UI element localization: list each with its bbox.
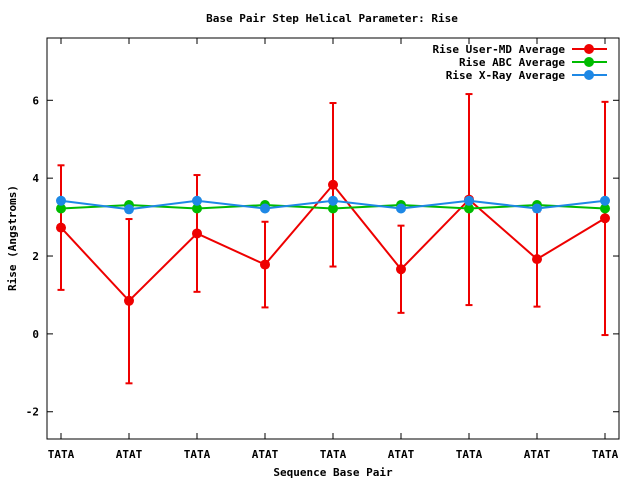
y-axis-label: Rise (Angstroms) [6,185,19,291]
legend-marker [584,57,594,67]
y-tick-label: -2 [26,406,39,419]
data-point [192,203,202,214]
x-tick-label: TATA [592,448,619,461]
legend-label: Rise X-Ray Average [446,69,566,82]
series-group [56,195,610,215]
data-point [396,264,406,275]
data-point [600,203,610,214]
data-point [328,203,338,214]
legend-marker [584,44,594,54]
data-point [56,195,66,206]
x-tick-label: ATAT [524,448,551,461]
data-point [600,213,610,224]
chart-title: Base Pair Step Helical Parameter: Rise [206,12,458,25]
data-point [464,203,474,214]
x-tick-label: TATA [320,448,347,461]
x-tick-label: ATAT [388,448,415,461]
data-point [56,203,66,214]
series-layer [56,93,610,385]
data-point [124,204,134,215]
data-point [464,195,474,206]
x-tick-label: TATA [48,448,75,461]
data-point [396,203,406,214]
legend-marker [584,70,594,80]
data-point [328,195,338,206]
y-tick-label: 4 [32,172,39,185]
y-tick-label: 2 [32,250,39,263]
data-point [192,195,202,206]
x-tick-label: ATAT [252,448,279,461]
data-point [328,179,338,190]
data-point [192,228,202,239]
x-axis-label: Sequence Base Pair [273,466,393,479]
data-point [260,259,270,270]
y-tick-label: 0 [32,328,39,341]
legend-label: Rise ABC Average [459,56,565,69]
data-point [532,203,542,214]
data-point [260,203,270,214]
legend-label: Rise User-MD Average [433,43,566,56]
data-point [124,295,134,306]
x-tick-label: TATA [184,448,211,461]
data-point [532,254,542,265]
data-point [56,222,66,233]
data-point [600,195,610,206]
x-tick-label: ATAT [116,448,143,461]
series-group [56,93,610,385]
axis-ticks: -2 0 2 4 6 TATA ATAT TATA ATAT TATA ATAT TATA ATAT TA… [26,38,619,461]
y-tick-label: 6 [32,94,39,107]
x-tick-label: TATA [456,448,483,461]
